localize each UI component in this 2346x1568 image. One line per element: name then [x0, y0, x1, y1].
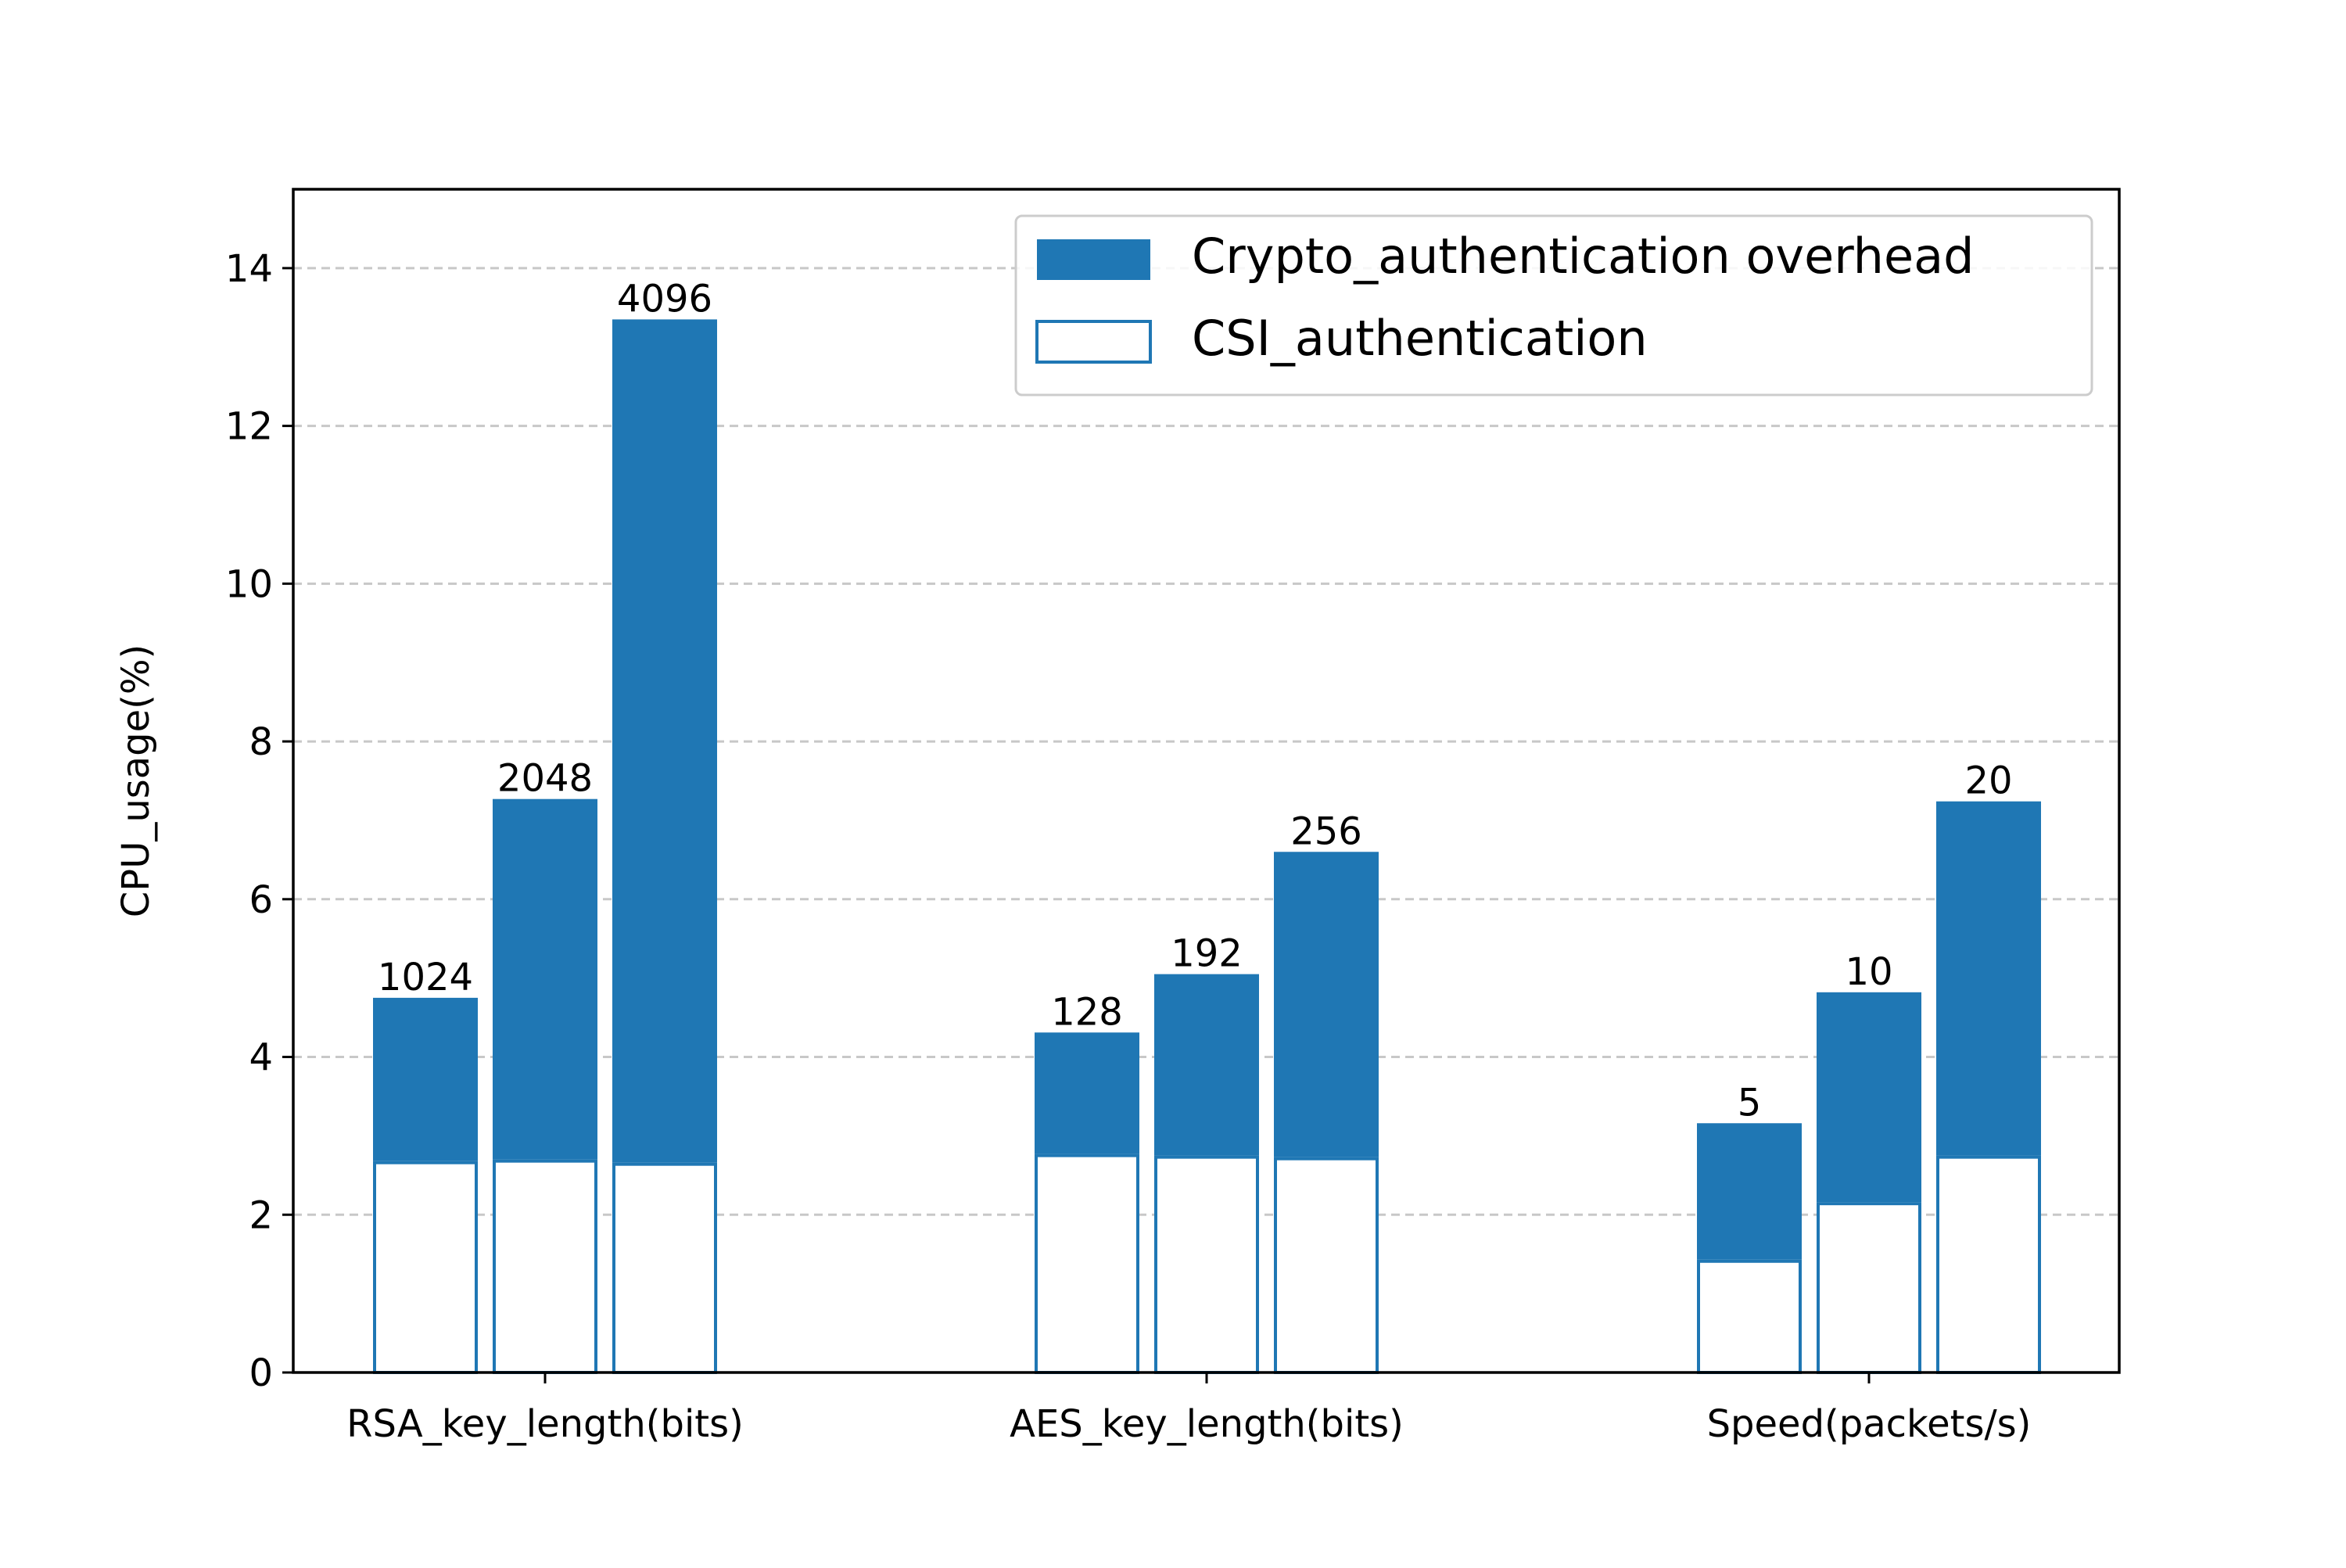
bar-value-label: 4096: [617, 277, 712, 321]
bar-value-label: 256: [1290, 809, 1362, 853]
crypto-overhead-bar: [1936, 801, 2041, 1156]
crypto-overhead-bar: [373, 997, 478, 1161]
crypto-overhead-bar: [1154, 974, 1259, 1156]
crypto-overhead-bar: [1817, 992, 1921, 1203]
crypto-overhead-bar: [1035, 1032, 1139, 1154]
bar-value-label: 2048: [497, 757, 593, 801]
csi-authentication-bar: [612, 1162, 717, 1375]
legend-label: CSI_authentication: [1192, 310, 1648, 367]
crypto-overhead-bar: [612, 319, 717, 1163]
bar-value-label: 20: [1964, 759, 2012, 803]
crypto-overhead-bar: [493, 798, 597, 1160]
bar-value-labels: 1024 2048 4096 128 192 256 5 10 20: [378, 277, 2013, 1125]
y-tick-label: 12: [225, 405, 273, 449]
bar-value-label: 10: [1845, 950, 1892, 994]
csi-authentication-bar: [1697, 1259, 1802, 1374]
y-tick-label: 8: [249, 720, 273, 764]
legend: Crypto_authentication overhead CSI_authen…: [1014, 214, 2093, 396]
csi-authentication-bar: [1936, 1155, 2041, 1375]
y-tick-label: 0: [249, 1351, 273, 1395]
y-tick-label: 14: [225, 247, 273, 291]
legend-box: [1014, 214, 2093, 396]
y-axis-label: CPU_usage(%): [114, 644, 158, 918]
x-axis-ticks: RSA_key_length(bits) AES_key_length(bits)…: [346, 1372, 2031, 1446]
x-tick-label: AES_key_length(bits): [1010, 1402, 1404, 1446]
csi-authentication-bar: [1154, 1155, 1259, 1375]
csi-authentication-bar: [1274, 1157, 1379, 1375]
legend-label: Crypto_authentication overhead: [1192, 228, 1974, 285]
crypto-overhead-bar: [1274, 852, 1379, 1157]
legend-swatch-csi: [1035, 320, 1152, 364]
bar-value-label: 5: [1738, 1081, 1762, 1125]
csi-authentication-bar: [493, 1159, 597, 1375]
bar-value-label: 128: [1051, 990, 1123, 1034]
csi-authentication-bar: [1817, 1202, 1921, 1375]
y-tick-label: 6: [249, 878, 273, 922]
y-tick-label: 10: [225, 562, 273, 606]
bar-value-label: 192: [1171, 932, 1243, 976]
bar-value-label: 1024: [378, 956, 473, 999]
bars: [373, 319, 2041, 1375]
y-tick-label: 4: [249, 1036, 273, 1080]
crypto-overhead-bar: [1697, 1123, 1802, 1260]
y-tick-label: 2: [249, 1193, 273, 1237]
legend-swatch-crypto: [1037, 239, 1150, 280]
y-axis-ticks: 0 2 4 6 8 10 12 14: [225, 247, 293, 1395]
x-tick-label: RSA_key_length(bits): [346, 1402, 744, 1446]
csi-authentication-bar: [373, 1161, 478, 1375]
csi-authentication-bar: [1035, 1154, 1139, 1375]
x-tick-label: Speed(packets/s): [1707, 1402, 2032, 1446]
